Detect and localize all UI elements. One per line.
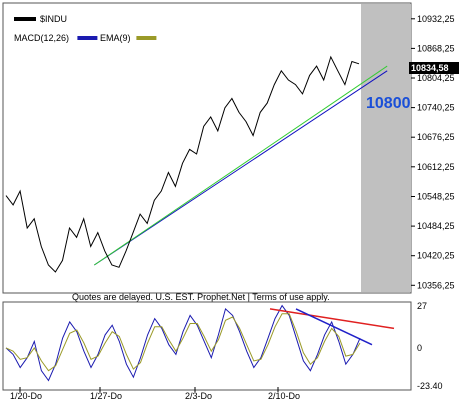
legend-swatch	[14, 17, 36, 21]
y-tick-label: 10420,25	[417, 251, 455, 261]
x-tick-label: 1/27-Do	[90, 391, 122, 400]
support-annotation: 10800	[366, 95, 411, 112]
legend-swatch	[77, 36, 97, 40]
legend-label: EMA(9)	[100, 33, 131, 43]
macd-y-tick-label: -23.40	[417, 381, 443, 391]
macd-y-tick-label: 0	[417, 343, 422, 353]
macd-axis: 27 0 -23.40	[417, 301, 443, 391]
legend-label: MACD(12,26)	[14, 33, 69, 43]
price-panel-bg	[3, 3, 411, 293]
macd-y-tick-label: 27	[417, 301, 427, 311]
x-tick-label: 1/20-Do	[10, 391, 42, 400]
x-tick-label: 2/3-Do	[185, 391, 212, 400]
y-tick-label: 10484,25	[417, 221, 455, 231]
y-tick-label: 10804,25	[417, 73, 455, 83]
y-tick-label: 10548,25	[417, 192, 455, 202]
legend-swatch	[136, 36, 156, 40]
last-price-label: 10834,58	[411, 63, 449, 73]
legend-label: $INDU	[40, 14, 67, 24]
future-zone	[361, 4, 411, 292]
x-tick-label: 2/10-Do	[268, 391, 300, 400]
price-axis: 10932,25 10868,25 10804,25 10740,25 10676,25…	[411, 14, 455, 291]
y-tick-label: 10740,25	[417, 103, 455, 113]
y-tick-label: 10868,25	[417, 43, 455, 53]
y-tick-label: 10676,25	[417, 132, 455, 142]
delayed-quotes-notice: Quotes are delayed. U.S. EST. Prophet.Ne…	[72, 292, 330, 302]
y-tick-label: 10356,25	[417, 280, 455, 290]
y-tick-label: 10612,25	[417, 162, 455, 172]
y-tick-label: 10932,25	[417, 14, 455, 24]
